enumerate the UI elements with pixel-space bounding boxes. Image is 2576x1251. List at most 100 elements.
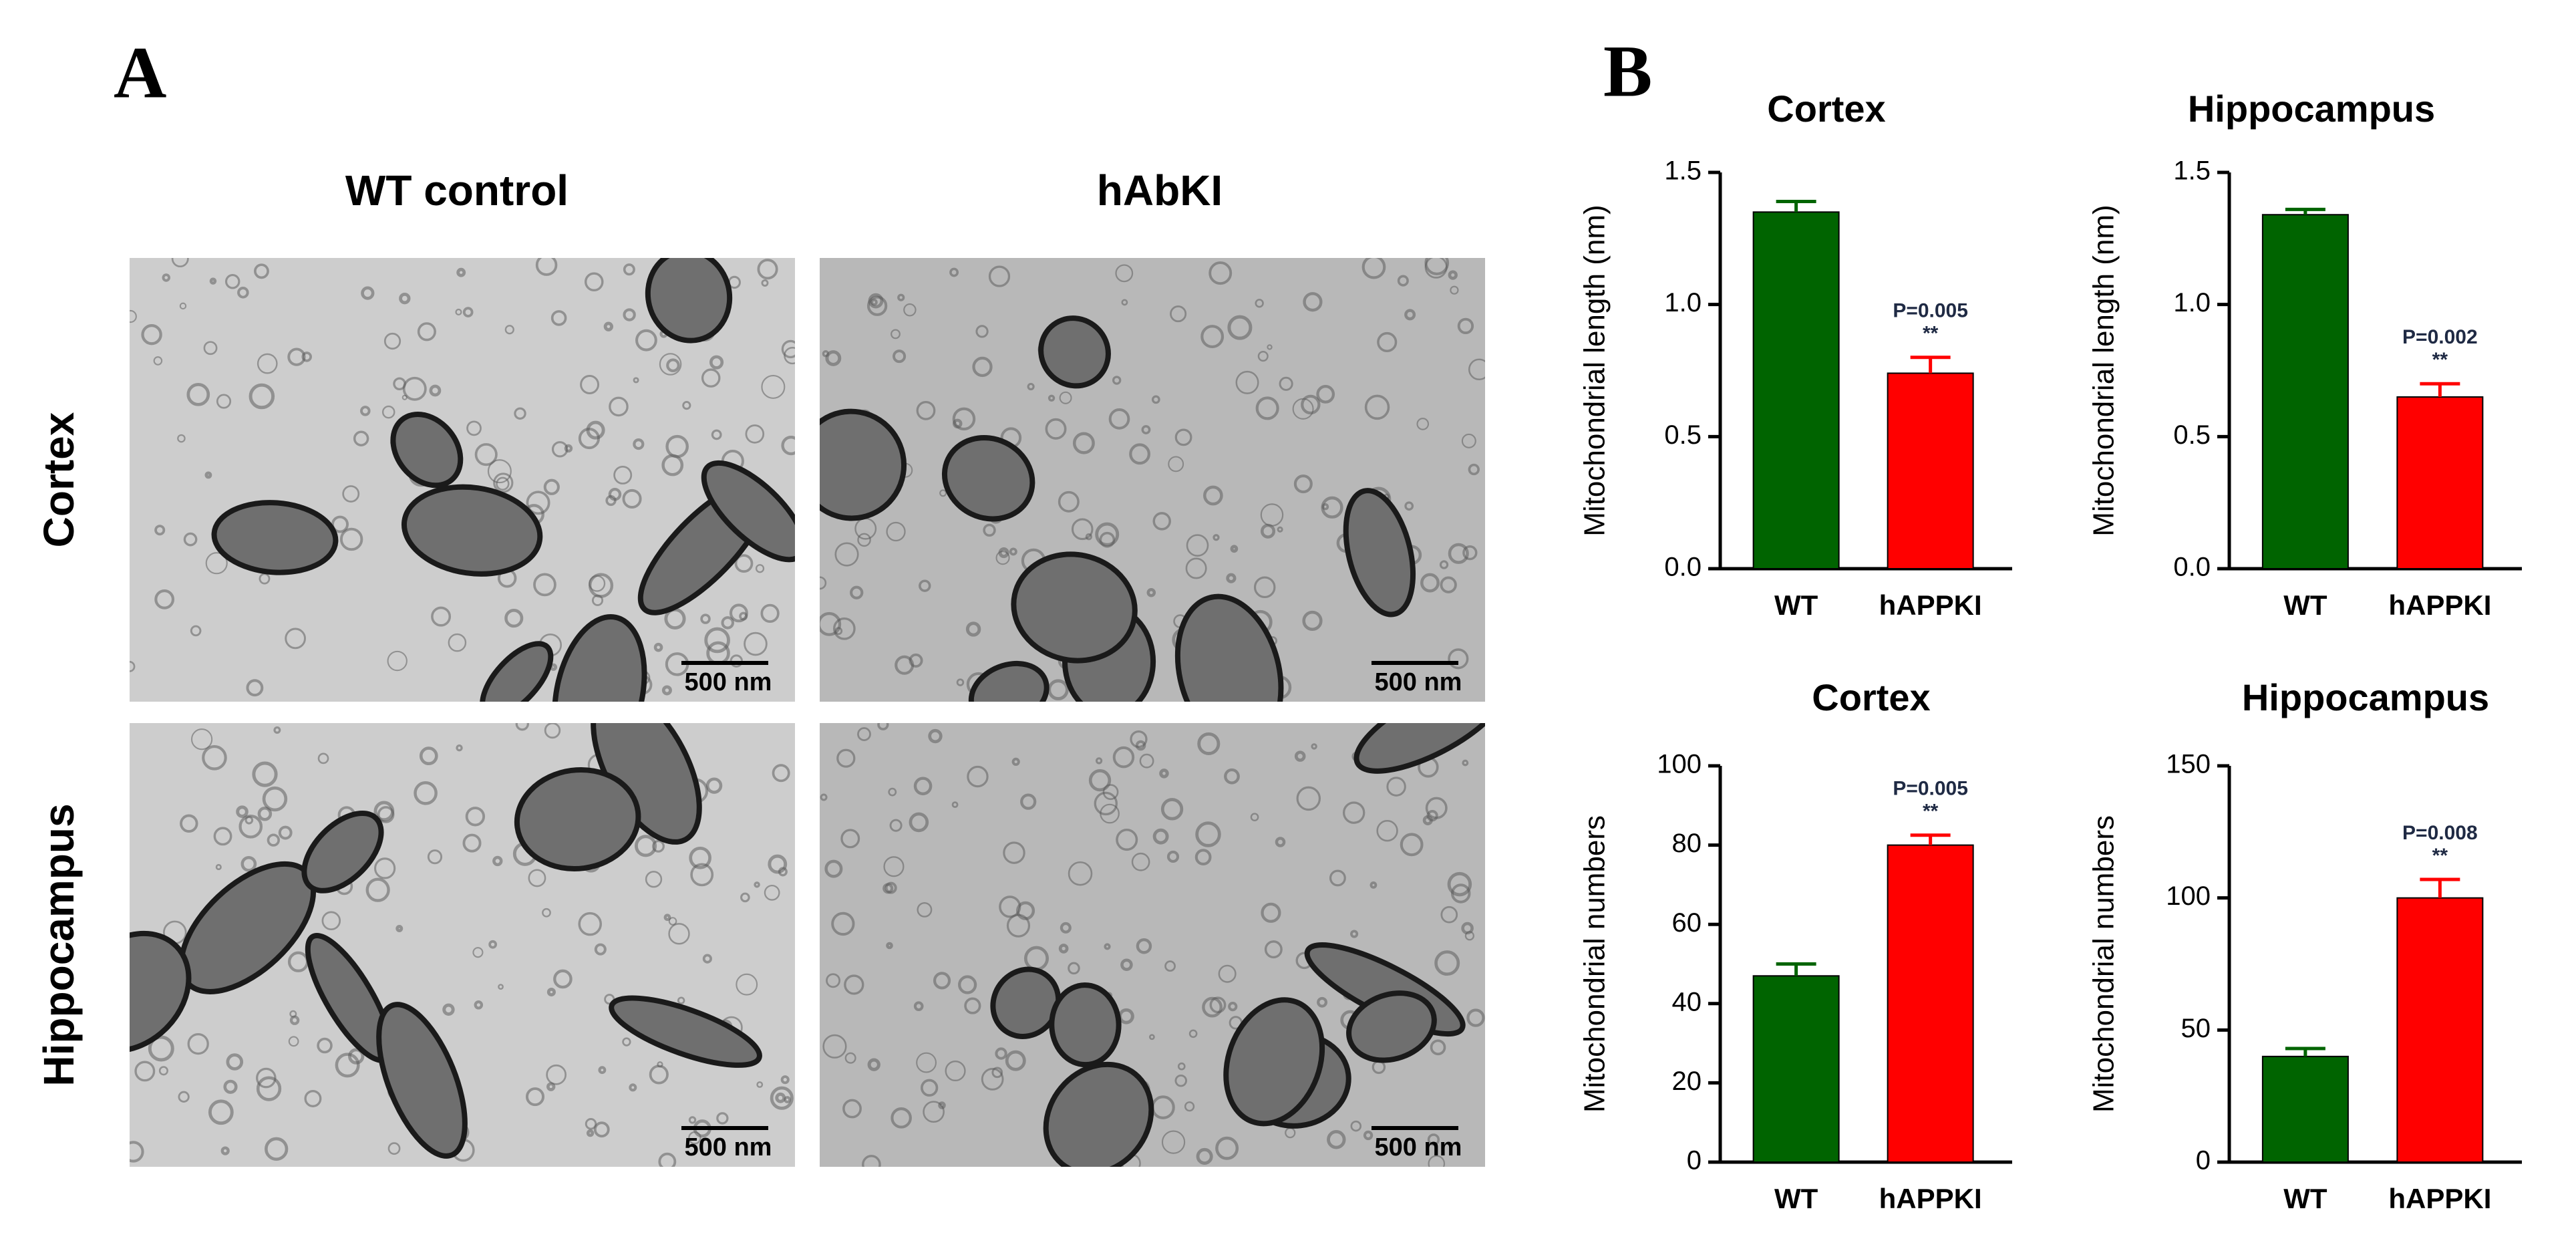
texture bbox=[1218, 964, 1237, 983]
texture bbox=[668, 917, 677, 926]
texture bbox=[254, 263, 269, 279]
texture bbox=[213, 827, 232, 846]
texture bbox=[134, 1061, 156, 1082]
y-tick-label: 100 bbox=[2166, 881, 2211, 911]
texture bbox=[1404, 501, 1414, 511]
texture bbox=[775, 1092, 786, 1103]
y-axis-label: Mitochondrial length (nm) bbox=[2088, 204, 2120, 536]
texture bbox=[988, 265, 1011, 287]
texture bbox=[916, 1052, 937, 1073]
texture bbox=[187, 1032, 209, 1055]
texture bbox=[1377, 331, 1398, 353]
x-tick-label: hAPPKI bbox=[2388, 1183, 2491, 1214]
scale-bar-label: 500 nm bbox=[1375, 1133, 1462, 1161]
micrograph-bg bbox=[820, 723, 1485, 1167]
texture bbox=[1058, 491, 1080, 513]
texture bbox=[1427, 1133, 1440, 1146]
texture bbox=[1020, 793, 1037, 810]
texture bbox=[553, 969, 573, 989]
texture bbox=[546, 1064, 567, 1085]
texture bbox=[734, 554, 754, 573]
y-tick-label: 1.5 bbox=[2173, 156, 2211, 186]
texture bbox=[891, 1107, 912, 1129]
y-tick-label: 0 bbox=[2196, 1146, 2211, 1175]
texture bbox=[1071, 518, 1094, 541]
texture bbox=[1215, 1136, 1239, 1160]
texture bbox=[474, 443, 498, 466]
texture bbox=[886, 521, 906, 542]
texture bbox=[761, 279, 769, 287]
texture bbox=[153, 356, 163, 366]
texture bbox=[923, 1101, 945, 1123]
texture bbox=[544, 723, 561, 739]
texture bbox=[414, 781, 438, 805]
micrograph bbox=[130, 723, 795, 1167]
bar bbox=[2396, 396, 2484, 569]
mitochondrion bbox=[211, 500, 339, 575]
texture bbox=[472, 947, 484, 958]
texture bbox=[983, 523, 996, 537]
texture bbox=[1260, 523, 1276, 539]
mitochondrion bbox=[376, 1002, 468, 1159]
mitochondrion bbox=[130, 930, 192, 1054]
texture bbox=[938, 1101, 946, 1109]
texture bbox=[909, 653, 923, 668]
texture bbox=[740, 892, 750, 903]
texture bbox=[1440, 906, 1458, 924]
texture bbox=[514, 407, 526, 420]
y-tick-label: 0.5 bbox=[1664, 420, 1702, 450]
texture bbox=[764, 884, 780, 901]
bar bbox=[2396, 897, 2484, 1163]
texture bbox=[965, 621, 981, 637]
texture bbox=[1370, 881, 1378, 889]
texture bbox=[1301, 394, 1321, 415]
y-tick-label: 80 bbox=[1672, 829, 1702, 858]
texture bbox=[666, 358, 680, 372]
texture bbox=[1152, 828, 1169, 845]
texture bbox=[981, 1068, 1004, 1091]
texture bbox=[1468, 463, 1480, 476]
scale-bar-label: 500 nm bbox=[685, 668, 772, 696]
y-tick-label: 40 bbox=[1672, 987, 1702, 1016]
texture bbox=[1121, 299, 1128, 306]
texture bbox=[130, 661, 136, 672]
texture bbox=[237, 287, 249, 299]
texture bbox=[690, 863, 714, 887]
texture bbox=[1461, 433, 1476, 448]
texture bbox=[701, 368, 721, 388]
texture bbox=[543, 478, 560, 495]
texture bbox=[1235, 370, 1259, 394]
texture bbox=[1329, 869, 1346, 887]
texture bbox=[1461, 922, 1474, 935]
texture bbox=[208, 1099, 234, 1125]
texture bbox=[736, 973, 758, 996]
p-value: P=0.005 bbox=[1893, 300, 1968, 322]
texture bbox=[1095, 757, 1103, 764]
texture bbox=[1011, 757, 1020, 767]
texture bbox=[224, 274, 240, 289]
texture bbox=[262, 786, 288, 812]
texture bbox=[928, 728, 943, 744]
texture bbox=[1267, 344, 1273, 350]
texture bbox=[1279, 376, 1293, 391]
texture bbox=[1342, 801, 1365, 824]
texture bbox=[972, 356, 993, 378]
texture bbox=[429, 384, 442, 397]
texture bbox=[850, 585, 864, 599]
texture bbox=[205, 552, 228, 575]
texture bbox=[1068, 861, 1093, 886]
texture bbox=[1426, 810, 1438, 822]
row-label: Hippocampus bbox=[35, 803, 83, 1086]
texture bbox=[998, 547, 1009, 559]
texture bbox=[1202, 996, 1223, 1018]
texture bbox=[1255, 299, 1264, 308]
texture bbox=[834, 542, 859, 567]
texture bbox=[179, 302, 187, 310]
texture bbox=[353, 430, 369, 446]
texture bbox=[1275, 837, 1286, 847]
texture bbox=[564, 444, 573, 453]
texture bbox=[634, 835, 657, 857]
row-label: Cortex bbox=[35, 412, 83, 547]
error-bar bbox=[1776, 199, 1816, 213]
